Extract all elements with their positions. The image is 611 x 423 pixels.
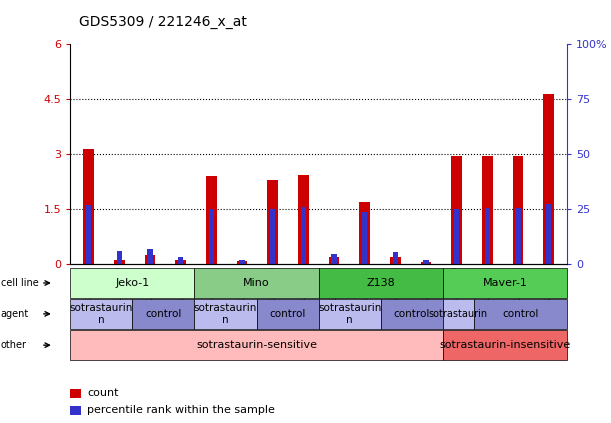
Text: GDS5309 / 221246_x_at: GDS5309 / 221246_x_at xyxy=(79,15,247,29)
Bar xyxy=(452,156,462,264)
Text: control: control xyxy=(393,309,430,319)
Bar xyxy=(117,251,122,264)
Text: Mino: Mino xyxy=(243,278,270,288)
Bar xyxy=(114,260,125,264)
Text: control: control xyxy=(269,309,306,319)
Text: sotrastaurin
n: sotrastaurin n xyxy=(194,303,257,325)
Bar xyxy=(482,156,492,264)
Text: agent: agent xyxy=(1,309,29,319)
Bar xyxy=(485,208,490,264)
Bar xyxy=(392,252,398,264)
Bar xyxy=(83,149,94,264)
Bar xyxy=(515,208,521,264)
Bar xyxy=(240,260,245,264)
Bar xyxy=(298,175,309,264)
Bar xyxy=(543,94,554,264)
Bar xyxy=(270,209,276,264)
Bar xyxy=(236,261,247,264)
Bar xyxy=(175,260,186,264)
Text: other: other xyxy=(1,340,27,350)
Bar xyxy=(546,204,551,264)
Bar xyxy=(423,260,429,264)
Text: count: count xyxy=(87,388,119,398)
Bar xyxy=(86,205,92,264)
Text: control: control xyxy=(502,309,539,319)
Bar xyxy=(513,156,523,264)
Bar xyxy=(301,207,306,264)
Text: sotrastaurin
n: sotrastaurin n xyxy=(318,303,381,325)
Bar xyxy=(362,212,367,264)
Bar xyxy=(206,176,217,264)
Bar xyxy=(147,249,153,264)
Bar xyxy=(145,255,155,264)
Text: control: control xyxy=(145,309,181,319)
Text: cell line: cell line xyxy=(1,278,38,288)
Bar xyxy=(178,257,183,264)
Bar xyxy=(208,209,214,264)
Bar xyxy=(331,255,337,264)
Text: percentile rank within the sample: percentile rank within the sample xyxy=(87,405,275,415)
Bar xyxy=(267,180,278,264)
Bar xyxy=(359,202,370,264)
Bar xyxy=(329,257,339,264)
Text: sotrastaurin-sensitive: sotrastaurin-sensitive xyxy=(196,340,317,350)
Text: sotrastaurin
n: sotrastaurin n xyxy=(70,303,133,325)
Text: Maver-1: Maver-1 xyxy=(483,278,527,288)
Text: sotrastaurin-insensitive: sotrastaurin-insensitive xyxy=(439,340,571,350)
Text: Jeko-1: Jeko-1 xyxy=(115,278,150,288)
Bar xyxy=(420,262,431,264)
Bar xyxy=(454,209,459,264)
Bar xyxy=(390,257,401,264)
Text: Z138: Z138 xyxy=(367,278,395,288)
Text: sotrastaurin: sotrastaurin xyxy=(429,309,488,319)
